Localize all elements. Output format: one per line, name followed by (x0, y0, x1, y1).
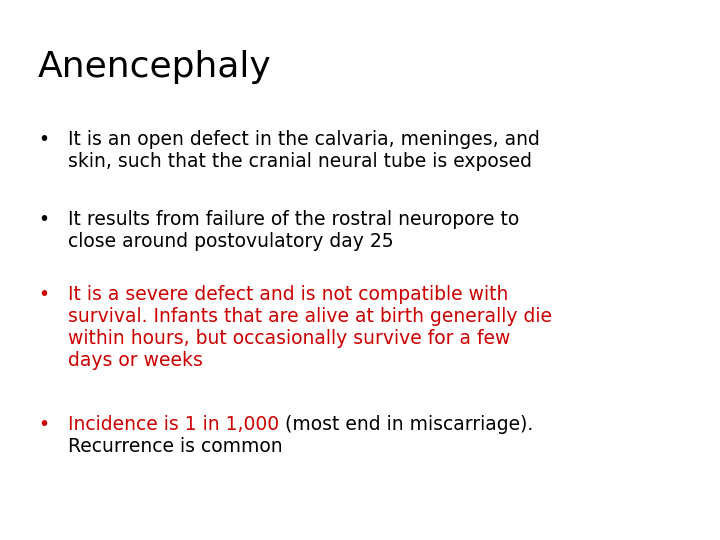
Text: •: • (38, 210, 49, 229)
Text: It is an open defect in the calvaria, meninges, and: It is an open defect in the calvaria, me… (68, 130, 540, 149)
Text: skin, such that the cranial neural tube is exposed: skin, such that the cranial neural tube … (68, 152, 532, 171)
Text: close around postovulatory day 25: close around postovulatory day 25 (68, 232, 394, 251)
Text: Anencephaly: Anencephaly (38, 50, 271, 84)
Text: It is a severe defect and is not compatible with: It is a severe defect and is not compati… (68, 285, 508, 304)
Text: days or weeks: days or weeks (68, 351, 203, 370)
Text: survival. Infants that are alive at birth generally die: survival. Infants that are alive at birt… (68, 307, 552, 326)
Text: within hours, but occasionally survive for a few: within hours, but occasionally survive f… (68, 329, 510, 348)
Text: Incidence is 1 in 1,000: Incidence is 1 in 1,000 (68, 415, 279, 434)
Text: (most end in miscarriage).: (most end in miscarriage). (279, 415, 534, 434)
Text: •: • (38, 415, 49, 434)
Text: •: • (38, 130, 49, 149)
Text: Recurrence is common: Recurrence is common (68, 437, 283, 456)
Text: •: • (38, 285, 49, 304)
Text: It results from failure of the rostral neuropore to: It results from failure of the rostral n… (68, 210, 519, 229)
